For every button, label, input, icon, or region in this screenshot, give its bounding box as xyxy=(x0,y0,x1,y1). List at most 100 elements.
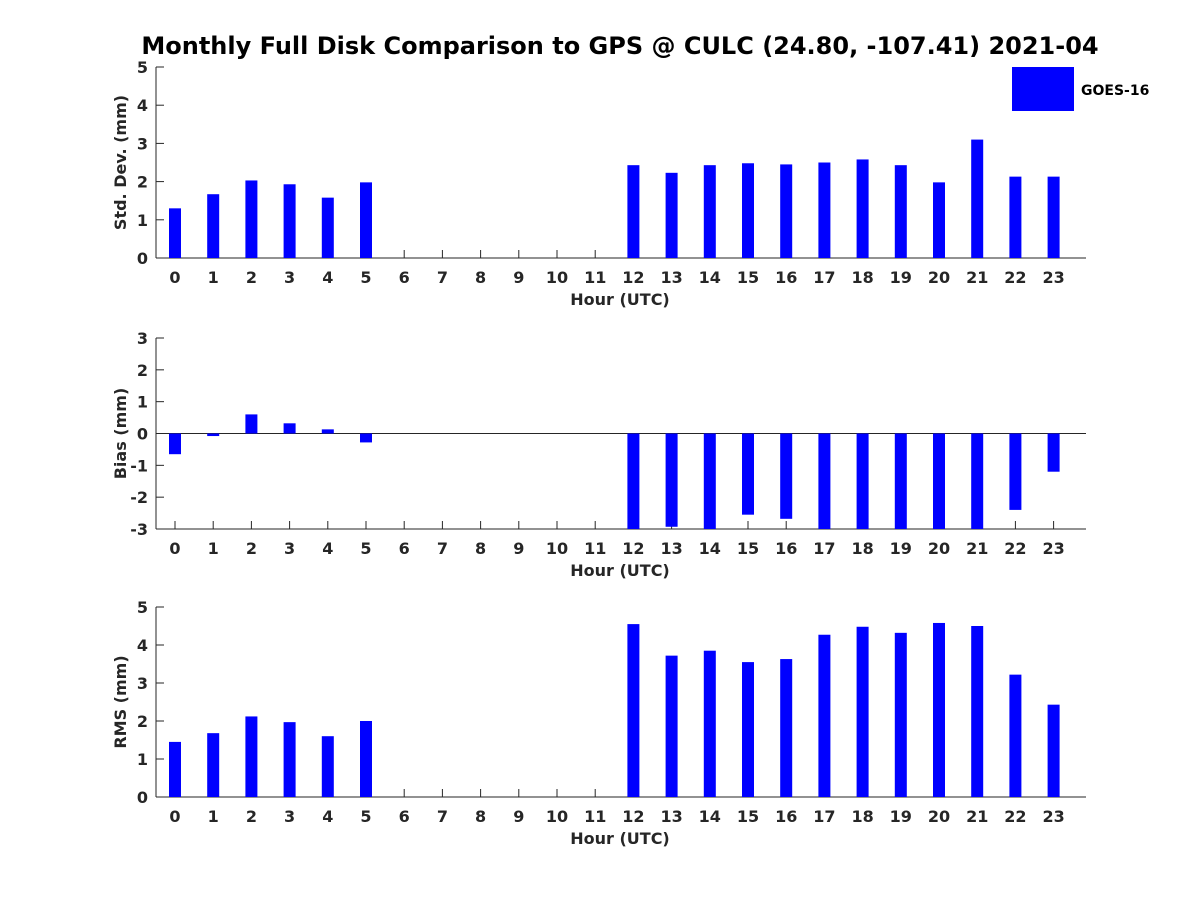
y-tick-label: 2 xyxy=(137,361,148,380)
x-tick-label: 2 xyxy=(246,268,257,287)
bias-bar-hour-14 xyxy=(703,433,716,529)
x-tick-label: 21 xyxy=(966,268,988,287)
legend-label: GOES-16 xyxy=(1081,83,1149,99)
x-tick-label: 8 xyxy=(475,807,486,826)
x-tick-label: 6 xyxy=(399,268,410,287)
x-tick-label: 0 xyxy=(169,807,180,826)
y-tick-label: 4 xyxy=(137,636,148,655)
chart-title: Monthly Full Disk Comparison to GPS @ CU… xyxy=(141,32,1098,60)
y-tick-label: 1 xyxy=(137,393,148,412)
std-dev-bar-hour-18 xyxy=(856,159,869,258)
x-axis-label: Hour (UTC) xyxy=(570,829,670,848)
rms-bar-hour-13 xyxy=(665,655,678,797)
bias-bar-hour-12 xyxy=(627,433,640,529)
rms-bar-hour-23 xyxy=(1047,704,1060,797)
x-axis-label: Hour (UTC) xyxy=(570,290,670,309)
std-dev-bar-hour-1 xyxy=(207,194,220,258)
bias-bar-hour-19 xyxy=(894,433,907,529)
x-tick-label: 17 xyxy=(813,268,835,287)
rms-bar-hour-22 xyxy=(1009,674,1022,797)
x-tick-label: 16 xyxy=(775,268,797,287)
x-tick-label: 19 xyxy=(890,268,912,287)
x-tick-label: 14 xyxy=(699,539,721,558)
y-tick-label: 2 xyxy=(137,712,148,731)
x-tick-label: 15 xyxy=(737,268,759,287)
x-tick-label: 23 xyxy=(1042,539,1064,558)
bias-bar-hour-18 xyxy=(856,433,869,529)
x-tick-label: 0 xyxy=(169,539,180,558)
x-tick-label: 5 xyxy=(360,539,371,558)
rms-bar-hour-0 xyxy=(169,741,181,797)
x-tick-label: 3 xyxy=(284,268,295,287)
y-tick-label: 1 xyxy=(137,211,148,230)
y-tick-label: 5 xyxy=(137,58,148,77)
x-tick-label: 6 xyxy=(399,807,410,826)
bias-bar-hour-1 xyxy=(207,433,220,437)
std-dev-bar-hour-2 xyxy=(245,180,258,258)
y-axis-label: Bias (mm) xyxy=(111,388,130,480)
y-tick-label: 2 xyxy=(137,173,148,192)
bias-bar-hour-22 xyxy=(1009,433,1022,510)
x-tick-label: 12 xyxy=(622,268,644,287)
y-tick-label: 3 xyxy=(137,674,148,693)
x-tick-label: 7 xyxy=(437,539,448,558)
x-tick-label: 1 xyxy=(208,268,219,287)
rms-bar-hour-15 xyxy=(742,662,754,797)
x-tick-label: 13 xyxy=(660,807,682,826)
x-tick-label: 12 xyxy=(622,539,644,558)
std-dev-bar-hour-15 xyxy=(742,163,754,258)
x-tick-label: 17 xyxy=(813,807,835,826)
x-tick-label: 22 xyxy=(1004,807,1026,826)
bias-bar-hour-23 xyxy=(1047,433,1060,472)
y-tick-label: 0 xyxy=(137,788,148,807)
std-dev-bar-hour-23 xyxy=(1047,176,1060,258)
y-tick-label: 4 xyxy=(137,96,148,115)
x-tick-label: 3 xyxy=(284,539,295,558)
std-dev-bar-hour-16 xyxy=(780,164,793,258)
x-tick-label: 13 xyxy=(660,268,682,287)
std-dev-bar-hour-14 xyxy=(703,165,716,258)
x-tick-label: 0 xyxy=(169,268,180,287)
x-tick-label: 20 xyxy=(928,539,950,558)
std-dev-bar-hour-0 xyxy=(169,208,181,258)
x-tick-label: 22 xyxy=(1004,539,1026,558)
x-tick-label: 15 xyxy=(737,539,759,558)
x-tick-label: 23 xyxy=(1042,807,1064,826)
x-tick-label: 2 xyxy=(246,539,257,558)
x-tick-label: 7 xyxy=(437,268,448,287)
x-tick-label: 16 xyxy=(775,539,797,558)
bias-bar-hour-13 xyxy=(665,433,678,527)
x-tick-label: 11 xyxy=(584,807,606,826)
std-dev-bar-hour-5 xyxy=(360,182,372,258)
x-tick-label: 14 xyxy=(699,268,721,287)
x-tick-label: 15 xyxy=(737,807,759,826)
x-tick-label: 10 xyxy=(546,807,568,826)
y-tick-label: -1 xyxy=(130,456,148,475)
y-axis-label: Std. Dev. (mm) xyxy=(111,95,130,230)
std-dev-bar-hour-21 xyxy=(971,139,984,258)
std-dev-bar-hour-17 xyxy=(818,162,831,258)
rms-bar-hour-17 xyxy=(818,634,831,797)
x-tick-label: 17 xyxy=(813,539,835,558)
x-tick-label: 18 xyxy=(851,539,873,558)
std-dev-bar-hour-19 xyxy=(894,165,907,258)
rms-bar-hour-1 xyxy=(207,733,220,797)
rms-bar-hour-12 xyxy=(627,624,640,797)
x-tick-label: 9 xyxy=(513,539,524,558)
x-tick-label: 5 xyxy=(360,807,371,826)
x-tick-label: 20 xyxy=(928,807,950,826)
rms-bar-hour-3 xyxy=(283,722,296,797)
x-tick-label: 13 xyxy=(660,539,682,558)
bias-bar-hour-20 xyxy=(933,433,945,529)
bias-bar-hour-21 xyxy=(971,433,984,529)
x-tick-label: 9 xyxy=(513,807,524,826)
bias-bar-hour-5 xyxy=(360,433,372,443)
rms-bar-hour-19 xyxy=(894,632,907,797)
y-tick-label: 3 xyxy=(137,134,148,153)
std-dev-bar-hour-4 xyxy=(321,197,334,258)
x-tick-label: 1 xyxy=(208,807,219,826)
y-tick-label: -2 xyxy=(130,488,148,507)
